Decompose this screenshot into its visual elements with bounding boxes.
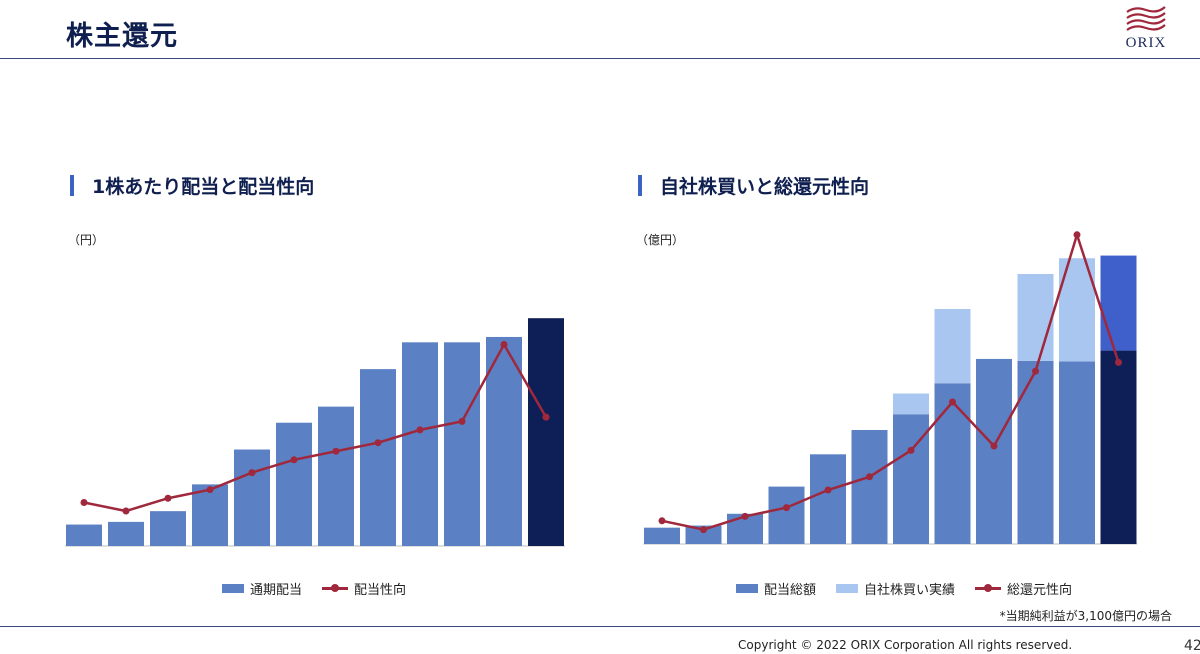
chart2-line-point (658, 517, 666, 525)
chart1-bar (444, 342, 480, 546)
chart1-line-point (122, 507, 130, 515)
chart2-stacked-bar (1100, 255, 1137, 351)
chart1-line-point (164, 494, 172, 502)
legend-label: 配当性向 (354, 583, 407, 598)
legend-item-total-payout: 総還元性向 (975, 579, 1072, 598)
chart2-legend: 配当総額 自社株買い実績 総還元性向 (736, 579, 1092, 598)
legend-label: 通期配当 (250, 583, 303, 598)
chart2-bar (934, 383, 971, 544)
chart1-line (83, 341, 548, 513)
chart1-line-point (500, 341, 508, 348)
chart1-line-point (416, 426, 424, 434)
legend-item-dividend: 通期配当 (222, 579, 302, 598)
title-divider (0, 58, 1200, 59)
chart2-bar (685, 525, 722, 544)
chart1-line-point (80, 498, 88, 506)
chart2-line-point (1073, 231, 1081, 239)
chart2-bar (810, 454, 846, 544)
chart1-line-point (458, 417, 466, 425)
chart2-line-point (907, 446, 915, 454)
chart1-bar (486, 336, 522, 546)
page-title: 株主還元 (66, 21, 178, 52)
chart2-stacked-bar (1017, 274, 1054, 361)
page-number: 42 (1184, 638, 1200, 654)
chart2-line (661, 230, 1120, 531)
chart2-bar (1100, 350, 1137, 544)
chart1-bar (318, 406, 354, 546)
chart1-line-point (542, 413, 550, 421)
chart2-stacked-bar (893, 393, 929, 415)
chart2-stacked-bar (1059, 258, 1095, 362)
chart2-line-point (1032, 367, 1039, 375)
chart1-bar (360, 369, 396, 546)
chart2-line-point (741, 512, 749, 520)
chart2-line-point (783, 504, 790, 512)
chart2-bar (644, 527, 680, 544)
chart1-line-point (332, 447, 340, 455)
legend-bar-swatch (736, 584, 758, 593)
chart2-bar (976, 358, 1012, 544)
chart1-bar (276, 422, 312, 546)
chart1-bar (528, 318, 564, 546)
chart1-line-point (290, 456, 298, 464)
legend-bar-swatch (836, 584, 859, 593)
chart2-bar (727, 513, 763, 544)
chart1-title: 1株あたり配当と配当性向 (70, 172, 314, 199)
chart2-line-point (700, 526, 707, 534)
logo-text: ORIX (1125, 35, 1167, 51)
footnote: *当期純利益が3,100億円の場合 (999, 609, 1172, 623)
legend-bar-swatch (222, 584, 244, 593)
chart2-line-point (990, 442, 998, 450)
chart2-bar (768, 486, 805, 544)
chart1-line-point (374, 439, 382, 447)
chart2-bar (1059, 361, 1095, 544)
chart1-bar (108, 521, 144, 546)
chart2-bar (893, 414, 929, 544)
chart2-unit: （億円） (636, 233, 685, 247)
copyright: Copyright © 2022 ORIX Corporation All ri… (738, 638, 1073, 652)
chart1-bar (234, 449, 270, 546)
chart1-bar (66, 524, 102, 546)
chart1-bar (192, 484, 228, 546)
orix-logo-icon (1126, 6, 1166, 31)
legend-item-payout: 配当性向 (322, 579, 406, 598)
chart2-line-point (949, 398, 956, 406)
legend-item-buyback: 自社株買い実績 (836, 579, 955, 598)
chart1-bar (150, 511, 186, 546)
chart2-bar (1017, 360, 1054, 544)
legend-item-total-dividend: 配当総額 (736, 579, 816, 598)
chart2-title: 自社株買いと総還元性向 (638, 172, 869, 199)
legend-line-swatch (975, 584, 1002, 592)
chart2-line-point (824, 486, 832, 494)
chart1-unit: （円） (68, 233, 105, 247)
legend-label: 総還元性向 (1007, 583, 1073, 598)
legend-label: 配当総額 (764, 583, 817, 598)
chart1-legend: 通期配当 配当性向 (222, 579, 426, 598)
legend-label: 自社株買い実績 (864, 583, 956, 598)
chart2-stacked-bar (934, 308, 971, 384)
footer-divider (0, 626, 1200, 627)
chart1-bar (402, 342, 438, 546)
chart2-line-point (1115, 358, 1122, 366)
chart1-line-point (248, 469, 256, 477)
chart1-line-point (206, 486, 214, 494)
chart2-bar (851, 430, 888, 544)
orix-logo: ORIX (1122, 4, 1170, 54)
legend-line-swatch (322, 584, 349, 592)
chart2-line-point (866, 473, 873, 481)
